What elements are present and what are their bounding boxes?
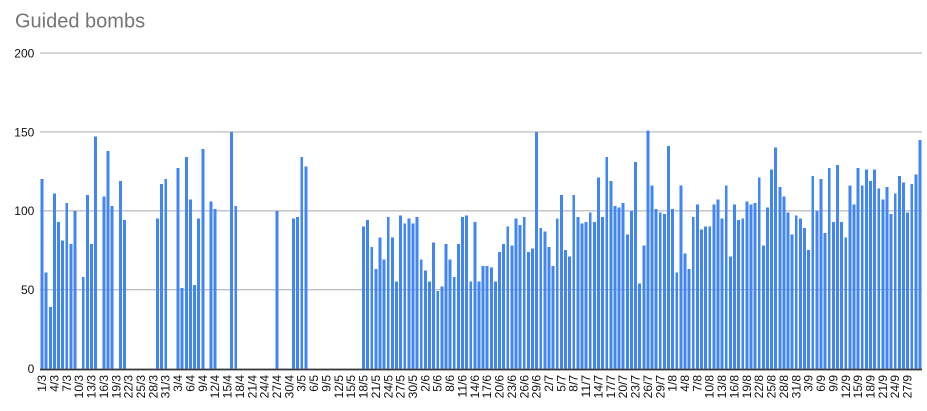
svg-text:19/3: 19/3 <box>109 375 123 399</box>
svg-text:3/5: 3/5 <box>295 375 309 392</box>
svg-text:9/5: 9/5 <box>319 375 333 392</box>
svg-text:2/6: 2/6 <box>418 375 432 392</box>
svg-text:31/3: 31/3 <box>159 375 173 399</box>
svg-text:27/9: 27/9 <box>901 375 915 399</box>
svg-text:28/3: 28/3 <box>146 375 160 399</box>
svg-text:10/3: 10/3 <box>72 375 86 399</box>
svg-text:19/8: 19/8 <box>740 375 754 399</box>
svg-text:31/8: 31/8 <box>789 375 803 399</box>
svg-text:14/7: 14/7 <box>591 375 605 399</box>
svg-text:1/3: 1/3 <box>35 375 49 392</box>
svg-text:18/9: 18/9 <box>863 375 877 399</box>
svg-text:17/7: 17/7 <box>604 375 618 399</box>
svg-text:4/3: 4/3 <box>47 375 61 392</box>
svg-text:3/9: 3/9 <box>802 375 816 392</box>
svg-text:12/9: 12/9 <box>839 375 853 399</box>
svg-text:15/4: 15/4 <box>221 375 235 399</box>
svg-text:25/8: 25/8 <box>765 375 779 399</box>
svg-text:24/5: 24/5 <box>381 375 395 399</box>
svg-text:3/4: 3/4 <box>171 375 185 392</box>
svg-text:6/9: 6/9 <box>814 375 828 392</box>
svg-text:Guided bombs: Guided bombs <box>15 11 145 33</box>
svg-text:50: 50 <box>21 283 35 297</box>
svg-text:11/6: 11/6 <box>455 375 469 398</box>
svg-text:150: 150 <box>14 125 34 139</box>
svg-text:100: 100 <box>14 204 34 218</box>
svg-text:4/8: 4/8 <box>678 375 692 392</box>
svg-text:13/3: 13/3 <box>85 375 99 399</box>
svg-text:15/9: 15/9 <box>851 375 865 399</box>
svg-text:29/6: 29/6 <box>530 375 544 399</box>
svg-text:12/4: 12/4 <box>208 375 222 399</box>
svg-text:17/6: 17/6 <box>480 375 494 399</box>
svg-text:23/7: 23/7 <box>629 375 643 399</box>
svg-text:16/3: 16/3 <box>97 375 111 399</box>
svg-text:11/7: 11/7 <box>579 375 593 398</box>
svg-text:13/8: 13/8 <box>715 375 729 399</box>
svg-text:23/6: 23/6 <box>505 375 519 399</box>
svg-text:20/6: 20/6 <box>493 375 507 399</box>
svg-text:24/4: 24/4 <box>258 375 272 399</box>
svg-text:28/8: 28/8 <box>777 375 791 399</box>
svg-text:2/7: 2/7 <box>542 375 556 392</box>
svg-text:30/5: 30/5 <box>406 375 420 399</box>
svg-text:16/8: 16/8 <box>727 375 741 399</box>
svg-text:22/3: 22/3 <box>122 375 136 399</box>
svg-text:7/8: 7/8 <box>690 375 704 392</box>
svg-text:27/4: 27/4 <box>270 375 284 399</box>
svg-text:6/5: 6/5 <box>307 375 321 392</box>
svg-text:20/7: 20/7 <box>616 375 630 399</box>
svg-text:9/4: 9/4 <box>196 375 210 392</box>
svg-text:5/6: 5/6 <box>431 375 445 392</box>
svg-text:6/4: 6/4 <box>183 375 197 392</box>
svg-text:18/4: 18/4 <box>233 375 247 399</box>
svg-text:18/5: 18/5 <box>357 375 371 399</box>
svg-text:27/5: 27/5 <box>394 375 408 399</box>
svg-text:26/7: 26/7 <box>641 375 655 399</box>
svg-text:5/7: 5/7 <box>554 375 568 392</box>
svg-text:7/3: 7/3 <box>60 375 74 392</box>
svg-text:9/9: 9/9 <box>826 375 840 392</box>
svg-text:26/6: 26/6 <box>517 375 531 399</box>
svg-text:29/7: 29/7 <box>653 375 667 399</box>
svg-text:14/6: 14/6 <box>468 375 482 399</box>
svg-text:24/9: 24/9 <box>888 375 902 399</box>
svg-text:8/6: 8/6 <box>443 375 457 392</box>
svg-text:21/9: 21/9 <box>876 375 890 399</box>
svg-text:200: 200 <box>14 46 34 60</box>
svg-text:21/5: 21/5 <box>369 375 383 399</box>
svg-text:0: 0 <box>28 362 35 376</box>
svg-text:25/3: 25/3 <box>134 375 148 399</box>
svg-text:22/8: 22/8 <box>752 375 766 399</box>
svg-text:30/4: 30/4 <box>282 375 296 399</box>
svg-text:15/5: 15/5 <box>344 375 358 399</box>
svg-text:8/7: 8/7 <box>567 375 581 392</box>
svg-text:12/5: 12/5 <box>332 375 346 399</box>
svg-text:10/8: 10/8 <box>703 375 717 399</box>
svg-text:21/4: 21/4 <box>245 375 259 399</box>
svg-text:1/8: 1/8 <box>666 375 680 392</box>
